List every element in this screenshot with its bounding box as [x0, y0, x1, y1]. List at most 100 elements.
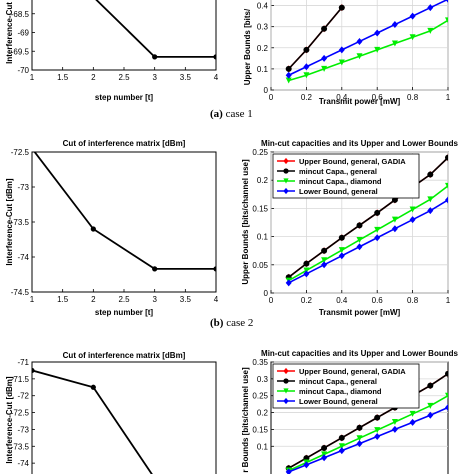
series-group [29, 146, 216, 272]
data-point-triangle [356, 236, 363, 243]
data-point-circle [29, 146, 34, 151]
data-point-circle [32, 367, 35, 374]
plot-frame [270, 0, 449, 91]
data-point-circle [356, 222, 363, 229]
data-point-triangle [391, 216, 398, 223]
x-tick-label: 0.6 [372, 296, 384, 305]
series-line [288, 185, 448, 282]
y-tick-label: -74.5 [11, 288, 30, 297]
y-tick-label: -73.5 [11, 218, 30, 227]
y-tick-label: -72 [17, 392, 29, 401]
series-line [288, 7, 343, 70]
legend-entry-label: mincut Capa., diamond [299, 387, 382, 396]
data-point-triangle [445, 182, 448, 189]
x-tick-label: 3.5 [180, 73, 192, 82]
data-point-circle [321, 247, 328, 254]
series-group [285, 154, 448, 287]
caption-text: case 2 [226, 317, 254, 329]
data-point-triangle [374, 226, 381, 233]
data-point-triangle [356, 435, 363, 442]
y-tick-label: -69 [17, 29, 29, 38]
data-point-diamond [374, 29, 381, 37]
series-group [32, 367, 153, 474]
data-point-diamond [356, 243, 363, 251]
y-tick-label: 0.3 [257, 375, 269, 384]
data-point-diamond [285, 279, 292, 287]
series-line [33, 152, 216, 270]
data-point-circle [445, 370, 448, 377]
data-point-circle [374, 414, 381, 421]
data-point-triangle [283, 178, 289, 184]
plot-frame [31, 0, 217, 71]
caption-label: (a) [210, 108, 223, 120]
y-tick-label: -74 [17, 253, 29, 262]
data-point-diamond [285, 468, 292, 474]
y-tick-label: 0.1 [257, 65, 269, 74]
y-tick-label: -71.5 [11, 375, 30, 384]
y-axis-label: Interference-Cut [5, 2, 14, 64]
series-group [95, 0, 216, 60]
y-tick-label: -71 [17, 358, 29, 367]
data-point-diamond [391, 21, 398, 29]
data-point-diamond [391, 225, 398, 233]
data-point-triangle [374, 427, 381, 434]
data-point-diamond [445, 0, 448, 3]
legend-entry-label: Lower Bound, general [299, 187, 378, 196]
chart-case1-left: -68.5 -69 -69.5 -701 1.5 2 2.5 3 3.5 4 step number… [5, 0, 219, 102]
y-tick-label: 0.35 [252, 358, 268, 367]
x-tick-label: 0.4 [336, 296, 348, 305]
data-point-circle [303, 260, 310, 267]
data-point-triangle [285, 77, 292, 84]
data-point-diamond [285, 71, 292, 79]
data-point-diamond [303, 63, 310, 71]
y-tick-label: 0.4 [257, 2, 269, 11]
series-group [285, 0, 448, 84]
y-axis-label: Interference-Cut [dBm] [5, 376, 14, 463]
data-point-diamond [374, 433, 381, 441]
caption-label: (b) [210, 317, 224, 329]
data-point-triangle [356, 53, 363, 60]
data-point-circle [391, 196, 398, 203]
series-line [288, 406, 448, 473]
x-tick-label: 3 [152, 295, 157, 304]
x-tick-label: 0.2 [301, 296, 313, 305]
x-tick-label: 1 [30, 73, 35, 82]
series-line [288, 395, 448, 472]
x-tick-label: 0.2 [301, 93, 313, 102]
data-point-diamond [283, 367, 289, 375]
chart-case3-left: -71 -71.5 -72 -72.5 -73 -73.5 -74 Cut of interf… [5, 351, 217, 474]
y-tick-label: -73 [17, 425, 29, 434]
x-tick-label: 1 [30, 295, 35, 304]
x-tick-label: 0.4 [336, 93, 348, 102]
chart-title: Cut of interference matrix [dBm] [63, 351, 186, 360]
data-point-circle [90, 384, 96, 390]
y-tick-label: 0.3 [257, 23, 269, 32]
data-point-diamond [321, 454, 328, 462]
legend-entry-label: mincut Capa., diamond [299, 177, 382, 186]
data-point-diamond [321, 54, 328, 62]
data-point-circle [283, 168, 289, 174]
x-tick-label: 1.5 [57, 295, 69, 304]
plot-frame [31, 361, 217, 474]
y-tick-label: -73.5 [11, 442, 30, 451]
series-line [288, 0, 448, 76]
data-point-circle [445, 154, 448, 161]
y-tick-label: 0.2 [257, 176, 269, 185]
data-point-diamond [303, 270, 310, 278]
data-point-diamond [303, 461, 310, 469]
data-point-triangle [283, 388, 289, 394]
y-tick-label: -69.5 [11, 47, 30, 56]
data-point-triangle [338, 443, 345, 450]
data-point-triangle [427, 196, 434, 203]
data-point-circle [321, 444, 328, 451]
y-axis-label: r Bounds [bits/channel use] [241, 367, 250, 473]
data-point-circle [213, 266, 216, 272]
data-point-circle [152, 266, 158, 272]
data-point-diamond [427, 4, 434, 12]
x-tick-label: 3 [152, 73, 157, 82]
data-point-circle [303, 46, 310, 53]
data-point-triangle [321, 65, 328, 72]
data-point-triangle [409, 206, 416, 213]
data-point-diamond [338, 252, 345, 260]
